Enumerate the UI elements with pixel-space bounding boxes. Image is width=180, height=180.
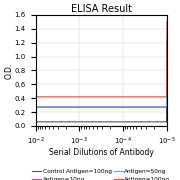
Antigen=50ng	[166, 36, 168, 38]
Antigen=100ng	[166, 21, 168, 23]
Y-axis label: O.D.: O.D.	[4, 62, 13, 79]
Antigen=100ng	[35, 96, 37, 98]
Antigen=10ng	[112, 106, 114, 108]
Control Antigen=100ng	[166, 43, 168, 45]
Antigen=100ng	[145, 96, 147, 98]
Antigen=50ng	[154, 105, 156, 108]
Antigen=10ng	[154, 106, 156, 108]
Antigen=100ng	[154, 96, 156, 98]
Line: Control Antigen=100ng: Control Antigen=100ng	[35, 44, 167, 122]
Antigen=50ng	[115, 105, 117, 108]
Antigen=10ng	[113, 106, 115, 108]
Control Antigen=100ng	[113, 121, 115, 123]
Antigen=50ng	[145, 105, 147, 108]
Line: Antigen=100ng: Antigen=100ng	[35, 22, 167, 97]
Control Antigen=100ng	[35, 121, 37, 123]
Control Antigen=100ng	[34, 121, 37, 123]
Title: ELISA Result: ELISA Result	[71, 4, 132, 14]
Control Antigen=100ng	[112, 121, 114, 123]
Line: Antigen=10ng: Antigen=10ng	[35, 41, 167, 107]
Control Antigen=100ng	[115, 121, 117, 123]
Antigen=50ng	[35, 105, 37, 108]
X-axis label: Serial Dilutions of Antibody: Serial Dilutions of Antibody	[49, 148, 154, 158]
Antigen=10ng	[34, 106, 37, 108]
Antigen=10ng	[166, 40, 168, 42]
Antigen=50ng	[34, 105, 37, 108]
Antigen=50ng	[112, 105, 114, 108]
Antigen=50ng	[113, 105, 115, 108]
Antigen=10ng	[115, 106, 117, 108]
Antigen=10ng	[35, 106, 37, 108]
Control Antigen=100ng	[154, 121, 156, 123]
Antigen=100ng	[113, 96, 115, 98]
Line: Antigen=50ng: Antigen=50ng	[35, 37, 167, 107]
Antigen=100ng	[112, 96, 114, 98]
Antigen=10ng	[145, 106, 147, 108]
Antigen=100ng	[115, 96, 117, 98]
Legend: Control Antigen=100ng, Antigen=10ng, Antigen=50ng, Antigen=100ng: Control Antigen=100ng, Antigen=10ng, Ant…	[32, 169, 170, 180]
Control Antigen=100ng	[145, 121, 147, 123]
Antigen=100ng	[34, 96, 37, 98]
